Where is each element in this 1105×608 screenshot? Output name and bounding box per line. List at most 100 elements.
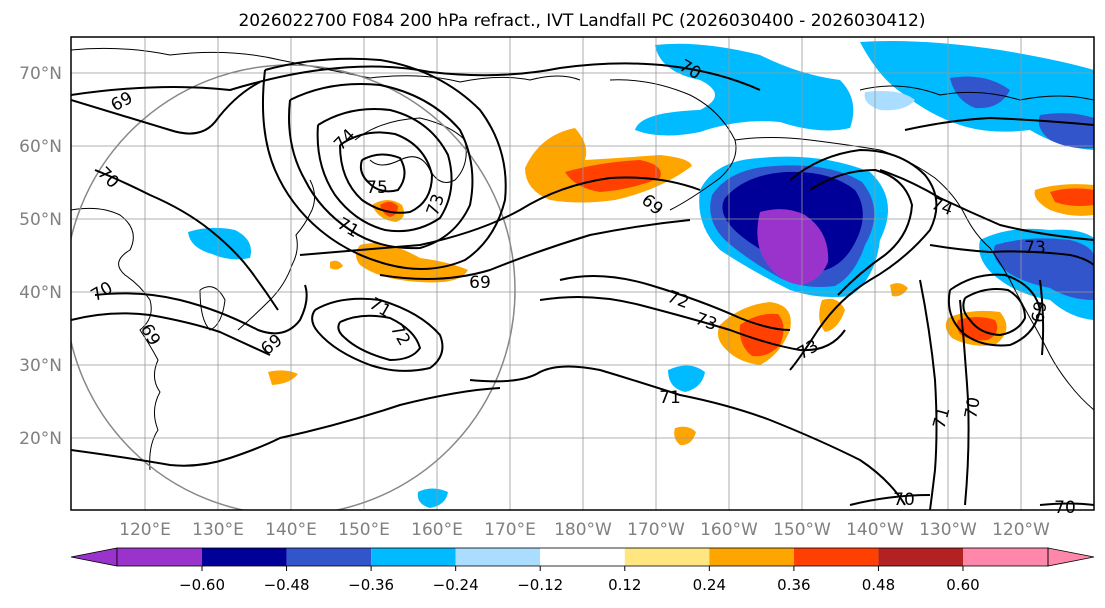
- map-clip-group: [71, 37, 1094, 510]
- colorbar-tick-label: −0.36: [348, 576, 394, 594]
- colorbar-segment: [793, 548, 879, 566]
- lon-label: 120°W: [992, 520, 1050, 540]
- coast-japan: [237, 179, 316, 331]
- colorbar-tick-label: 0.36: [777, 576, 810, 594]
- colorbar-tick-label: −0.48: [264, 576, 310, 594]
- colorbar-tick-label: −0.60: [179, 576, 225, 594]
- coast-na-west: [964, 214, 1094, 411]
- colorbar-tick-label: −0.12: [517, 576, 563, 594]
- lon-label: 120°E: [119, 520, 171, 540]
- lat-label: 40°N: [19, 283, 62, 303]
- contour-70-bottom: [849, 494, 1094, 506]
- contours: [71, 57, 1094, 510]
- coast-korea: [199, 286, 226, 331]
- contour-trough-east-inner: [809, 168, 914, 296]
- pos-area-subtrop-2: [819, 298, 845, 332]
- lon-label: 130°W: [919, 520, 977, 540]
- shading-positive: [268, 128, 1094, 446]
- lon-label: 170°W: [627, 520, 685, 540]
- contour-low-west-us-1: [947, 273, 1042, 347]
- contour-subtrop-inner: [337, 314, 422, 362]
- lon-label: 170°E: [484, 520, 536, 540]
- lon-label: 150°E: [338, 520, 390, 540]
- contour-70-north: [71, 62, 761, 96]
- coastlines: [71, 47, 1094, 471]
- plot-title: 2026022700 F084 200 hPa refract., IVT La…: [238, 11, 925, 31]
- lon-label: 160°W: [700, 520, 758, 540]
- contour-label: 75: [366, 178, 388, 198]
- contour-70-east: [904, 116, 1094, 506]
- colorbar-border: [116, 547, 1049, 567]
- colorbar-extend-right: [1047, 547, 1095, 567]
- contour-label: 70: [961, 396, 984, 421]
- contour-trough-73: [539, 295, 846, 352]
- colorbar-tick-label: 0.48: [862, 576, 895, 594]
- latitude-labels: 70°N 60°N 50°N 40°N 30°N 20°N: [19, 64, 62, 449]
- lon-label: 140°E: [265, 520, 317, 540]
- contour-ridge-core: [339, 131, 434, 214]
- lat-label: 60°N: [19, 137, 62, 157]
- pos-area-japan-east: [356, 243, 468, 283]
- lat-label: 30°N: [19, 356, 62, 376]
- contour-70-japan: [71, 312, 271, 356]
- colorbar-segment: [202, 548, 287, 566]
- contour-69-japan: [94, 284, 308, 335]
- contour-74: [879, 169, 1094, 241]
- colorbar-segment: [709, 548, 794, 566]
- longitude-labels: 120°E 130°E 140°E 150°E 160°E 170°E 180°W 170°W…: [119, 520, 1050, 540]
- pos-area-canada-red: [1050, 188, 1094, 206]
- neg-area-south: [417, 488, 448, 508]
- contour-trough-east-outer: [789, 148, 938, 371]
- contour-subtrop-low: [311, 297, 444, 372]
- neg-area-gulf-purple: [757, 209, 829, 285]
- map-background: [71, 37, 1094, 510]
- colorbar-tick-label: 0.12: [608, 576, 641, 594]
- contour-label: 69: [1028, 300, 1051, 325]
- gridlines: [71, 37, 1094, 510]
- pos-area-small-3: [890, 283, 908, 297]
- contour-jet-70: [299, 176, 701, 256]
- contour-jet-69: [379, 219, 691, 280]
- pos-area-small-2: [674, 426, 696, 446]
- neg-area-arctic-1: [635, 43, 854, 136]
- colorbar-extend-left: [70, 547, 118, 567]
- contour-ridge-75: [359, 153, 406, 193]
- lon-label: 140°W: [846, 520, 904, 540]
- lat-label: 70°N: [19, 64, 62, 84]
- neg-area-arctic-pale: [864, 91, 915, 111]
- neg-area-west-us-mid: [993, 238, 1094, 300]
- coast-alaska: [609, 79, 966, 216]
- colorbar-segment: [455, 548, 541, 566]
- contour-71-hawaii: [469, 365, 906, 506]
- contour-label: 70: [893, 490, 915, 510]
- lat-label: 50°N: [19, 210, 62, 230]
- contour-69-east: [1039, 279, 1045, 356]
- contour-label: 71: [659, 388, 681, 408]
- pos-area-small-4: [330, 260, 343, 270]
- coast-arctic-na: [859, 85, 1094, 101]
- contour-ridge-inner: [316, 108, 453, 233]
- colorbar-segment: [117, 548, 202, 566]
- pos-area-california-red: [956, 317, 998, 341]
- pos-area-north-pacific-red: [565, 160, 661, 192]
- contour-ridge-mid: [288, 83, 474, 250]
- contour-ridge-outer: [261, 57, 507, 270]
- colorbar-tick-label: 0.24: [693, 576, 726, 594]
- lon-label: 150°W: [773, 520, 831, 540]
- contour-low-west-us-2: [962, 288, 1027, 337]
- lon-label: 160°E: [411, 520, 463, 540]
- colorbar-tick-label: −0.24: [433, 576, 479, 594]
- pos-area-small-1: [268, 370, 298, 385]
- lon-label: 130°E: [192, 520, 244, 540]
- pos-area-subtrop-red: [739, 313, 784, 357]
- neg-area-hawaii: [668, 365, 705, 392]
- colorbar-segment: [286, 548, 372, 566]
- contour-label: 73: [1024, 238, 1046, 258]
- lon-label: 180°W: [554, 520, 612, 540]
- contour-label: 69: [469, 273, 491, 293]
- contour-71-east: [919, 279, 938, 510]
- contour-trough-72: [559, 275, 791, 331]
- contour-label: 70: [1054, 498, 1076, 518]
- contour-73-east: [929, 244, 1094, 266]
